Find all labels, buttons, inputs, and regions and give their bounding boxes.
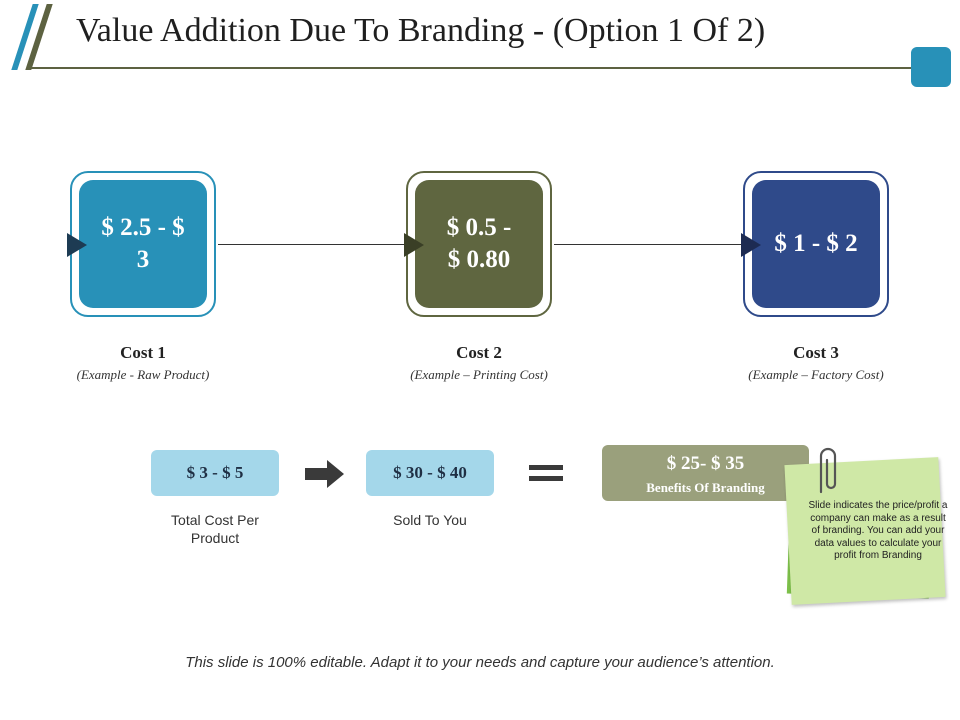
benefit-value: $ 25- $ 35 — [666, 453, 745, 474]
footer-text: This slide is 100% editable. Adapt it to… — [185, 654, 775, 671]
cost-box-3: $ 1 - $ 2 — [743, 171, 889, 317]
cost-value-2: $ 0.5 - $ 0.80 — [415, 180, 543, 308]
total-cost-pill: $ 3 - $ 5 — [151, 450, 279, 496]
benefit-box: $ 25- $ 35 Benefits Of Branding — [602, 445, 809, 501]
cost-title-2: Cost 2 — [456, 343, 502, 362]
connector-line-1 — [218, 244, 408, 245]
equals-bar-bottom — [529, 476, 563, 481]
arrow-marker-2 — [404, 233, 424, 257]
cost-title-3: Cost 3 — [793, 343, 839, 362]
equals-bar-top — [529, 465, 563, 470]
sold-price-pill: $ 30 - $ 40 — [366, 450, 494, 496]
cost-box-1: $ 2.5 - $ 3 — [70, 171, 216, 317]
cost-value-1: $ 2.5 - $ 3 — [79, 180, 207, 308]
header-slash-blue — [11, 4, 39, 70]
cost-value-3: $ 1 - $ 2 — [752, 180, 880, 308]
arrow-marker-1 — [67, 233, 87, 257]
title-underline — [28, 67, 918, 69]
cost-example-1: (Example - Raw Product) — [76, 367, 210, 382]
total-cost-label: Total Cost Per Product — [171, 512, 259, 546]
corner-square-decoration — [911, 47, 951, 87]
arrow-marker-3 — [741, 233, 761, 257]
cost-example-2: (Example – Printing Cost) — [410, 367, 548, 382]
slide-title: Value Addition Due To Branding - (Option… — [76, 12, 766, 49]
cost-example-3: (Example – Factory Cost) — [748, 367, 884, 382]
benefit-label: Benefits Of Branding — [646, 480, 765, 495]
sticky-note-text: Slide indicates the price/profit a compa… — [808, 500, 948, 561]
cost-box-2: $ 0.5 - $ 0.80 — [406, 171, 552, 317]
right-arrow-icon — [305, 460, 344, 488]
sold-price-label: Sold To You — [393, 512, 467, 528]
cost-title-1: Cost 1 — [120, 343, 166, 362]
paperclip-icon — [819, 447, 837, 494]
equals-icon — [529, 463, 563, 483]
connector-line-2 — [554, 244, 744, 245]
